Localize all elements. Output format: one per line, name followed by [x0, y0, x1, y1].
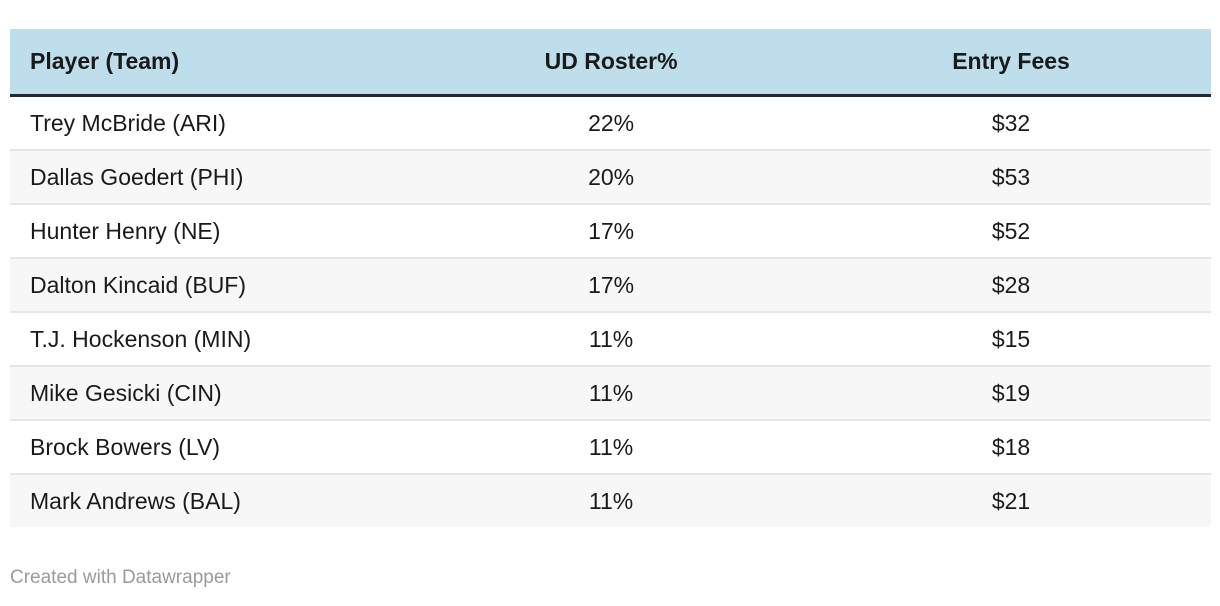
data-table: Player (Team) UD Roster% Entry Fees Trey M… — [10, 29, 1211, 527]
cell-player-team: Trey McBride (ARI) — [30, 109, 226, 136]
cell-ud-roster-pct: 17% — [411, 257, 812, 312]
cell-ud-roster-pct: 11% — [411, 365, 812, 420]
cell-player-team: Dallas Goedert (PHI) — [10, 149, 412, 204]
cell-ud-roster-pct: 17% — [411, 203, 812, 258]
cell-entry-fees: $15 — [811, 311, 1211, 366]
table-row: Hunter Henry (NE) 17% $52 — [10, 203, 1211, 258]
cell-ud-roster-pct: 22% — [588, 109, 635, 136]
table-row: Dallas Goedert (PHI) 20% $53 — [10, 149, 1211, 204]
cell-entry-fees: $28 — [811, 257, 1211, 312]
cell-ud-roster-pct: 20% — [411, 149, 812, 204]
cell-player-team: Mike Gesicki (CIN) — [10, 365, 412, 420]
table-row: T.J. Hockenson (MIN) 11% $15 — [10, 311, 1211, 366]
attribution-footer: Created with Datawrapper — [10, 567, 1220, 589]
cell-player-team: Hunter Henry (NE) — [10, 203, 412, 258]
cell-entry-fees: $32 — [991, 109, 1031, 136]
cell-ud-roster-pct: 11% — [411, 311, 812, 366]
cell-player-team: Dalton Kincaid (BUF) — [10, 257, 412, 312]
datawrapper-table-embed: Player (Team) UD Roster% Entry Fees Trey M… — [10, 29, 1211, 527]
cell-player-team: Brock Bowers (LV) — [10, 419, 412, 474]
cell-entry-fees: $21 — [811, 473, 1211, 527]
table-header-row: Player (Team) UD Roster% Entry Fees — [10, 29, 1211, 97]
table-row: Brock Bowers (LV) 11% $18 — [10, 419, 1211, 474]
column-header-ud-roster-pct: UD Roster% — [411, 29, 812, 97]
table-row: Trey McBride (ARI) 22% $32 — [10, 96, 1211, 151]
datawrapper-credit-link[interactable]: Created with Datawrapper — [10, 567, 231, 588]
cell-player-team: T.J. Hockenson (MIN) — [10, 311, 412, 366]
column-header-player-team: Player (Team) — [10, 29, 412, 97]
cell-ud-roster-pct: 11% — [411, 473, 812, 527]
cell-player-team: Mark Andrews (BAL) — [10, 473, 412, 527]
cell-entry-fees: $53 — [811, 149, 1211, 204]
cell-entry-fees: $18 — [811, 419, 1211, 474]
cell-entry-fees: $19 — [811, 365, 1211, 420]
table-row: Mike Gesicki (CIN) 11% $19 — [10, 365, 1211, 420]
column-header-entry-fees: Entry Fees — [811, 29, 1211, 97]
table-row: Mark Andrews (BAL) 11% $21 — [10, 473, 1211, 527]
cell-entry-fees: $52 — [811, 203, 1211, 258]
table-row: Dalton Kincaid (BUF) 17% $28 — [10, 257, 1211, 312]
table-body: Trey McBride (ARI) 22% $32 Dallas Goedert (… — [10, 96, 1211, 527]
cell-ud-roster-pct: 11% — [411, 419, 812, 474]
table-header: Player (Team) UD Roster% Entry Fees — [10, 29, 1211, 97]
